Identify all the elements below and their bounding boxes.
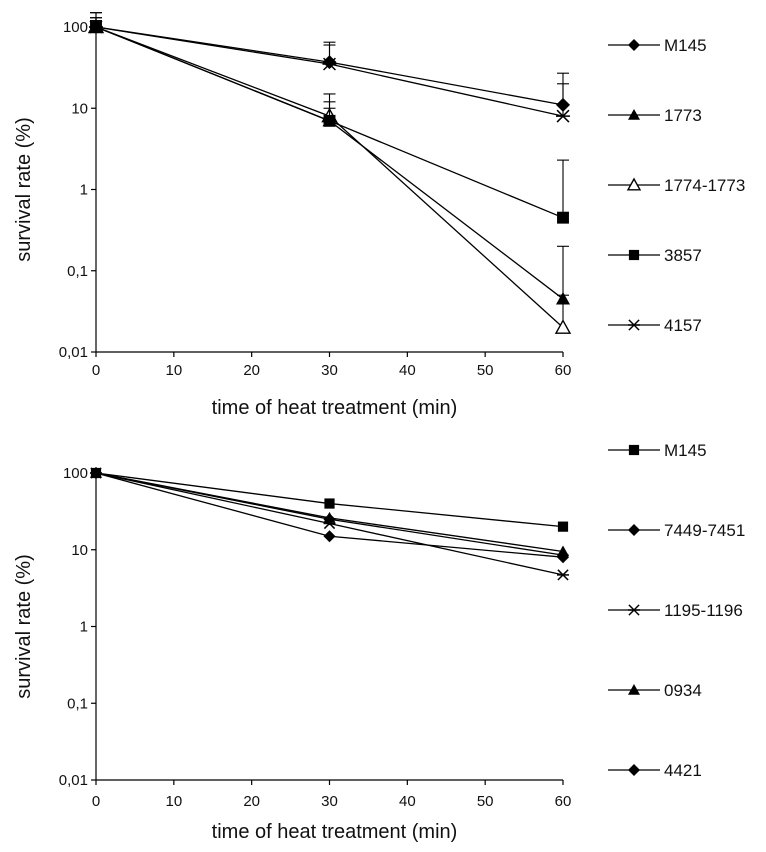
chart-panel-1: 0,01 0,1 1 10 100 0 10 20 30 40 50 60 time of heat t… [13, 12, 745, 419]
x-tick-label: 0 [92, 793, 100, 810]
y-tick-label: 0,1 [67, 695, 88, 712]
x-tick-label: 50 [477, 793, 494, 810]
x-tick-label: 10 [165, 362, 182, 379]
legend-label: 7449-7451 [664, 521, 745, 540]
x-tick-label: 30 [321, 793, 338, 810]
data-point-M145 [324, 498, 335, 509]
data-point-1774-1773 [554, 319, 572, 334]
data-point-4157 [89, 20, 103, 34]
x-tick-label: 50 [477, 362, 494, 379]
x-tick-label: 40 [399, 362, 416, 379]
x-tick-label: 30 [321, 362, 338, 379]
x-tick-label: 10 [165, 793, 182, 810]
legend-marker-d2 [628, 604, 640, 616]
data-point-3857 [323, 114, 336, 127]
data-point-4421 [323, 513, 336, 526]
x-axis-title: time of heat treatment (min) [212, 397, 458, 419]
legend-marker [628, 764, 640, 776]
legend-marker-d2 [628, 319, 640, 331]
series-line-1774-1773 [95, 26, 564, 329]
data-point-7449-7451 [323, 530, 336, 543]
legend-marker [628, 249, 640, 261]
x-tick-label: 20 [243, 362, 260, 379]
y-tick-label: 0,01 [59, 772, 88, 789]
legend-label: M145 [664, 441, 707, 460]
y-axis-title: survival rate (%) [13, 554, 35, 698]
legend-marker [628, 39, 640, 51]
legend-marker [628, 684, 640, 695]
y-tick-label: 10 [71, 100, 88, 117]
legend-label: 4421 [664, 761, 702, 780]
data-point-4421 [557, 549, 569, 562]
chart-panel-2: 0,01 0,1 1 10 100 0 10 20 30 40 50 60 time of heat t… [13, 441, 745, 843]
legend-marker [628, 319, 640, 331]
y-tick-label: 100 [63, 465, 88, 482]
data-point-4157 [556, 109, 570, 123]
legend-marker [628, 524, 640, 536]
x-tick-label: 60 [555, 793, 572, 810]
y-tick-label: 1 [80, 619, 88, 636]
legend-marker [628, 109, 640, 120]
data-point-M145 [557, 521, 569, 532]
y-tick-label: 0,1 [67, 263, 88, 280]
x-tick-label: 20 [243, 793, 260, 810]
legend-label: M145 [664, 36, 707, 55]
data-point-4157-d2 [323, 57, 336, 71]
y-axis-title: survival rate (%) [13, 117, 35, 261]
y-tick-label: 100 [63, 19, 88, 36]
legend-label: 3857 [664, 246, 702, 265]
legend-label: 1773 [664, 106, 702, 125]
legend-label: 1774-1773 [664, 176, 745, 195]
data-point-4421 [90, 467, 102, 479]
x-tick-label: 40 [399, 793, 416, 810]
data-point-4157-d2 [556, 109, 570, 123]
data-point-4157-d2 [89, 20, 103, 34]
data-point-3857 [557, 211, 569, 224]
data-point-1195-1196-d2 [557, 569, 569, 581]
legend-label: 1195-1196 [664, 601, 743, 620]
legend-marker [628, 604, 640, 616]
x-tick-label: 60 [555, 362, 572, 379]
y-tick-label: 1 [80, 182, 88, 199]
legend-marker [628, 444, 640, 456]
x-axis-title: time of heat treatment (min) [212, 821, 458, 843]
legend-marker [626, 177, 642, 191]
data-point-4157 [322, 57, 337, 71]
x-tick-label: 0 [92, 362, 100, 379]
y-tick-label: 10 [71, 542, 88, 559]
legend-label: 0934 [664, 681, 702, 700]
y-tick-label: 0,01 [59, 344, 88, 361]
data-point-1195-1196 [557, 569, 569, 581]
legend-label: 4157 [664, 316, 702, 335]
